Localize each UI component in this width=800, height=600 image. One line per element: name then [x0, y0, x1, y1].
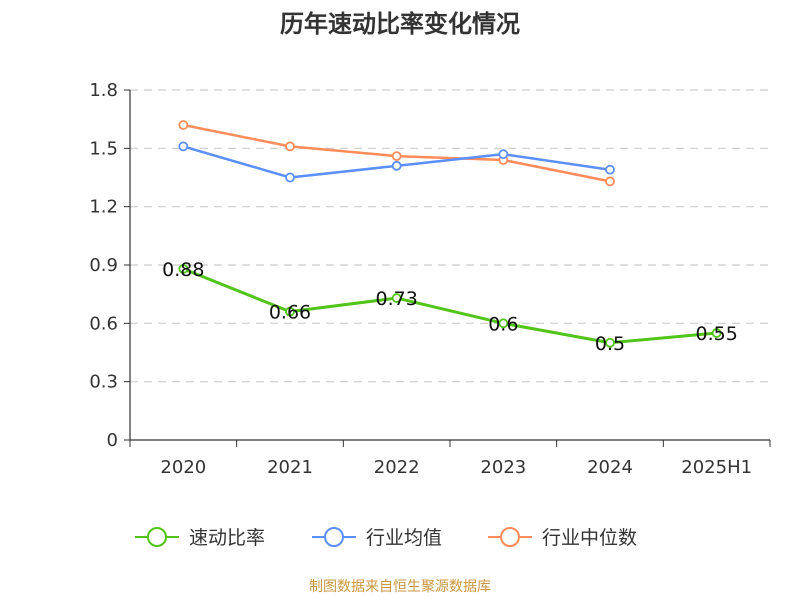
- x-tick-label: 2022: [374, 457, 420, 478]
- data-point: [605, 164, 615, 175]
- data-point: [391, 151, 402, 162]
- y-tick-label: 0.3: [89, 372, 118, 393]
- series-0: 0.88 0.66 0.73 0.6 0.5 0.55: [162, 259, 738, 355]
- data-label: 0.66: [269, 302, 311, 324]
- series-group: 0.88 0.66 0.73 0.6 0.5 0.55: [162, 120, 738, 355]
- data-point: [391, 293, 402, 303]
- data-point: [178, 120, 189, 130]
- series-1: [178, 141, 615, 183]
- data-label: 0.88: [162, 259, 204, 281]
- x-tick-label: 2025H1: [681, 457, 752, 478]
- legend-label: 行业中位数: [542, 527, 637, 549]
- data-point: [178, 263, 189, 274]
- y-tick-label: 0.6: [89, 313, 118, 334]
- y-tick-label: 1.2: [89, 197, 118, 218]
- data-point: [605, 337, 615, 348]
- x-tick-label: 2024: [587, 457, 633, 478]
- data-point: [285, 172, 295, 183]
- legend-label: 行业均值: [366, 527, 442, 549]
- data-point: [391, 160, 402, 171]
- legend-item-2: 行业中位数: [488, 527, 637, 549]
- data-label: 0.73: [376, 288, 418, 310]
- legend-label: 速动比率: [189, 527, 265, 549]
- data-point: [178, 141, 189, 152]
- axes: 0 0.3 0.6 0.9 1.2 1.5 1.8 2020 2021 2022 2023 2024 2…: [89, 80, 771, 478]
- data-label: 0.5: [595, 333, 625, 355]
- x-tick-label: 2021: [267, 457, 313, 478]
- data-label: 0.55: [696, 323, 738, 345]
- y-tick-label: 0: [107, 430, 118, 451]
- y-tick-label: 1.5: [89, 138, 118, 159]
- grid: [130, 89, 770, 383]
- legend-marker: [500, 527, 520, 547]
- data-point: [498, 318, 509, 329]
- source-note: 制图数据来自恒生聚源数据库: [309, 579, 491, 595]
- legend-item-0: 速动比率: [135, 527, 265, 549]
- series-2: [178, 120, 615, 187]
- data-point: [498, 149, 509, 160]
- data-point: [711, 328, 722, 338]
- data-point: [285, 306, 295, 317]
- x-tick-label: 2020: [160, 457, 206, 478]
- legend: 速动比率 行业均值 行业中位数: [135, 527, 637, 549]
- x-tick-label: 2023: [480, 457, 526, 478]
- legend-marker: [324, 527, 344, 547]
- legend-marker: [147, 527, 167, 547]
- data-point: [605, 176, 615, 187]
- series-line: [182, 267, 717, 345]
- data-label: 0.6: [488, 313, 518, 335]
- y-tick-label: 1.8: [89, 80, 118, 101]
- chart-title: 历年速动比率变化情况: [280, 10, 520, 38]
- data-point: [285, 141, 295, 152]
- y-tick-label: 0.9: [89, 255, 118, 276]
- legend-item-1: 行业均值: [312, 527, 442, 549]
